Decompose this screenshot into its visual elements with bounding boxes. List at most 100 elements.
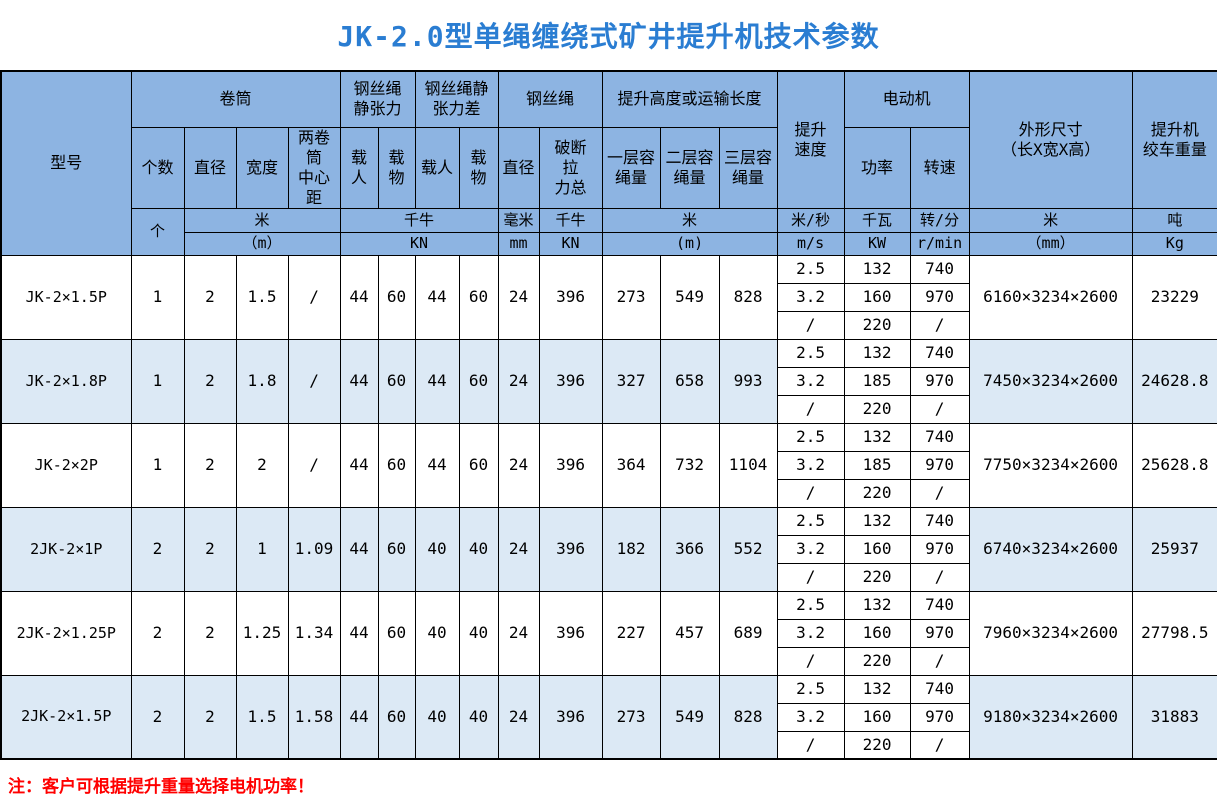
- table-subrow: 3.2 185 970: [1, 366, 1217, 396]
- table-subrow: / 220 /: [1, 478, 1217, 508]
- power-cell: 132: [843, 590, 911, 620]
- drum-width-cell: 1.8: [235, 338, 289, 424]
- drum-diameter-cell: 2: [183, 674, 237, 760]
- unit-rpm-en: r/min: [909, 231, 970, 256]
- dimensions-cell: 6160×3234×2600: [968, 254, 1133, 340]
- rpm-cell: 740: [909, 674, 970, 704]
- model-cell: 2JK-2×1.5P: [0, 674, 132, 760]
- weight-cell: 24628.8: [1131, 338, 1217, 424]
- table-subrow: 3.2 160 970: [1, 282, 1217, 312]
- layer1-cell: 327: [601, 338, 661, 424]
- rpm-cell: /: [909, 646, 970, 676]
- dimensions-cell: 7450×3234×2600: [968, 338, 1133, 424]
- table-row: 2JK-2×1P 2 2 1 1.09 44 60 40 40 24 396 1…: [0, 506, 1217, 592]
- diff-person-cell: 40: [414, 506, 460, 592]
- tension-cargo-cell: 60: [377, 674, 416, 760]
- center-distance-cell: /: [287, 254, 341, 340]
- speed-cell: 2.5: [776, 674, 845, 704]
- model-cell: JK-2×1.8P: [0, 338, 132, 424]
- layer3-cell: 552: [718, 506, 778, 592]
- speed-cell: /: [776, 310, 845, 340]
- tension-person-cell: 44: [339, 590, 379, 676]
- col-header-tension-person: 载 人: [339, 126, 379, 209]
- drum-count-cell: 1: [130, 254, 185, 340]
- speed-cell: 2.5: [776, 254, 845, 284]
- unit-kn2-cn: 千牛: [538, 207, 603, 233]
- page-title: JK-2.0型单绳缠绕式矿井提升机技术参数: [337, 20, 880, 53]
- speed-cell: 3.2: [776, 450, 845, 480]
- dimensions-cell: 6740×3234×2600: [968, 506, 1133, 592]
- unit-capacity-m-en: (m): [601, 231, 778, 256]
- drum-diameter-cell: 2: [183, 254, 237, 340]
- rpm-cell: /: [909, 562, 970, 592]
- power-cell: 160: [843, 618, 911, 648]
- table-row: 2JK-2×1.5P 2 2 1.5 1.58 44 60 40 40 24 3…: [0, 674, 1217, 760]
- power-cell: 132: [843, 674, 911, 704]
- group-header-motor: 电动机: [843, 70, 970, 128]
- unit-kw-cn: 千瓦: [843, 207, 911, 233]
- drum-diameter-cell: 2: [183, 338, 237, 424]
- drum-width-cell: 1.25: [235, 590, 289, 676]
- model-cell: JK-2×2P: [0, 422, 132, 508]
- layer3-cell: 993: [718, 338, 778, 424]
- layer1-cell: 273: [601, 674, 661, 760]
- power-cell: 160: [843, 534, 911, 564]
- col-header-layer2: 二层容 绳量: [659, 126, 720, 209]
- rpm-cell: 970: [909, 450, 970, 480]
- tension-person-cell: 44: [339, 254, 379, 340]
- rope-diameter-cell: 24: [497, 422, 540, 508]
- unit-mm-cn: 毫米: [497, 207, 540, 233]
- group-header-drum: 卷筒: [130, 70, 341, 128]
- rope-diameter-cell: 24: [497, 674, 540, 760]
- power-cell: 160: [843, 702, 911, 732]
- col-header-rpm: 转速: [909, 126, 970, 209]
- drum-width-cell: 1.5: [235, 674, 289, 760]
- power-cell: 160: [843, 282, 911, 312]
- speed-cell: 3.2: [776, 282, 845, 312]
- layer2-cell: 732: [659, 422, 720, 508]
- table-subrow: / 220 /: [1, 394, 1217, 424]
- unit-mm-en: mm: [497, 231, 540, 256]
- layer1-cell: 182: [601, 506, 661, 592]
- rpm-cell: 740: [909, 338, 970, 368]
- tension-cargo-cell: 60: [377, 506, 416, 592]
- col-header-layer3: 三层容 绳量: [718, 126, 778, 209]
- tension-cargo-cell: 60: [377, 254, 416, 340]
- table-subrow: 3.2 185 970: [1, 450, 1217, 480]
- table-subrow: 3.2 160 970: [1, 534, 1217, 564]
- footnote: 注：客户可根据提升重量选择电机功率！: [8, 777, 314, 797]
- rpm-cell: /: [909, 310, 970, 340]
- rope-diameter-cell: 24: [497, 506, 540, 592]
- speed-cell: /: [776, 394, 845, 424]
- unit-speed-cn: 米/秒: [776, 207, 845, 233]
- drum-count-cell: 2: [130, 674, 185, 760]
- speed-cell: /: [776, 562, 845, 592]
- layer2-cell: 549: [659, 674, 720, 760]
- unit-ton-cn: 吨: [1131, 207, 1217, 233]
- power-cell: 220: [843, 730, 911, 760]
- unit-dims-cn: 米: [968, 207, 1133, 233]
- dimensions-cell: 9180×3234×2600: [968, 674, 1133, 760]
- col-header-breaking-force: 破断 拉 力总: [538, 126, 603, 209]
- tension-cargo-cell: 60: [377, 338, 416, 424]
- model-cell: JK-2×1.5P: [0, 254, 132, 340]
- layer2-cell: 549: [659, 254, 720, 340]
- power-cell: 220: [843, 394, 911, 424]
- drum-count-cell: 1: [130, 338, 185, 424]
- weight-cell: 25628.8: [1131, 422, 1217, 508]
- col-header-drum-diameter: 直径: [183, 126, 237, 209]
- group-header-tension-diff: 钢丝绳静 张力差: [414, 70, 499, 128]
- power-cell: 185: [843, 366, 911, 396]
- table-subrow: / 220 /: [1, 562, 1217, 592]
- rpm-cell: 740: [909, 506, 970, 536]
- rpm-cell: 970: [909, 282, 970, 312]
- rpm-cell: 970: [909, 366, 970, 396]
- col-header-diff-person: 载人: [414, 126, 460, 209]
- speed-cell: 2.5: [776, 422, 845, 452]
- diff-person-cell: 44: [414, 422, 460, 508]
- unit-rpm-cn: 转/分: [909, 207, 970, 233]
- model-cell: 2JK-2×1.25P: [0, 590, 132, 676]
- breaking-force-cell: 396: [538, 674, 603, 760]
- rpm-cell: 970: [909, 702, 970, 732]
- rope-diameter-cell: 24: [497, 254, 540, 340]
